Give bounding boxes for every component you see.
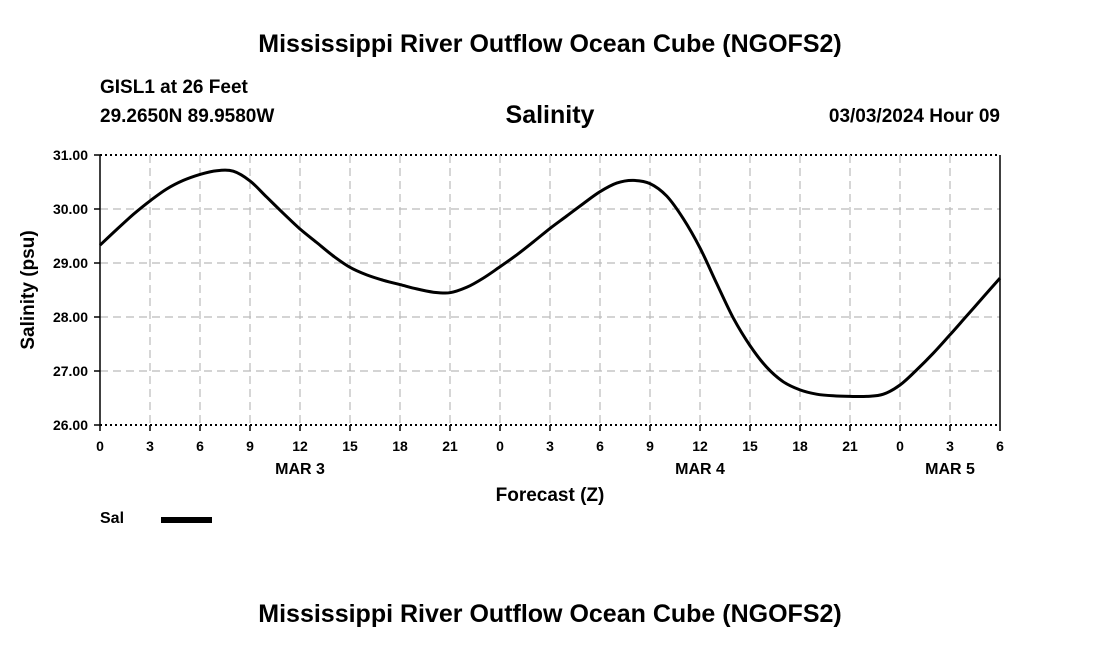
x-axis-label: Forecast (Z)	[496, 485, 605, 506]
x-tick-label: 3	[546, 438, 554, 454]
y-tick-label: 26.00	[53, 417, 88, 433]
x-tick-label: 18	[792, 438, 808, 454]
x-tick-label: 6	[196, 438, 204, 454]
x-date-label: MAR 3	[275, 461, 325, 478]
y-tick-label: 28.00	[53, 309, 88, 325]
x-tick-label: 18	[392, 438, 408, 454]
x-date-label: MAR 5	[925, 461, 975, 478]
x-tick-label: 0	[496, 438, 504, 454]
chart-title: Salinity	[505, 101, 595, 129]
x-tick-label: 15	[742, 438, 758, 454]
y-axis-label: Salinity (psu)	[18, 230, 39, 349]
footer-title: Mississippi River Outflow Ocean Cube (NG…	[258, 600, 842, 628]
x-tick-label: 12	[292, 438, 308, 454]
x-tick-label: 6	[596, 438, 604, 454]
station-name: GISL1 at 26 Feet	[100, 77, 248, 98]
legend-label-sal: Sal	[100, 510, 125, 527]
x-tick-label: 12	[692, 438, 708, 454]
x-tick-label: 0	[896, 438, 904, 454]
x-tick-label: 3	[946, 438, 954, 454]
y-tick-label: 31.00	[53, 147, 88, 163]
forecast-timestamp: 03/03/2024 Hour 09	[828, 106, 1000, 127]
x-tick-label: 15	[342, 438, 358, 454]
y-tick-label: 29.00	[53, 255, 88, 271]
x-tick-label: 6	[996, 438, 1004, 454]
y-tick-label: 30.00	[53, 201, 88, 217]
x-tick-label: 21	[442, 438, 458, 454]
legend-line-sal	[161, 517, 212, 523]
station-coordinates: 29.2650N 89.9580W	[100, 106, 275, 127]
x-tick-label: 9	[246, 438, 254, 454]
x-tick-label: 0	[96, 438, 104, 454]
x-tick-label: 3	[146, 438, 154, 454]
main-title: Mississippi River Outflow Ocean Cube (NG…	[258, 30, 842, 58]
y-tick-label: 27.00	[53, 363, 88, 379]
x-tick-label: 21	[842, 438, 858, 454]
x-date-label: MAR 4	[675, 461, 725, 478]
series-line-sal	[98, 168, 1002, 399]
x-tick-label: 9	[646, 438, 654, 454]
